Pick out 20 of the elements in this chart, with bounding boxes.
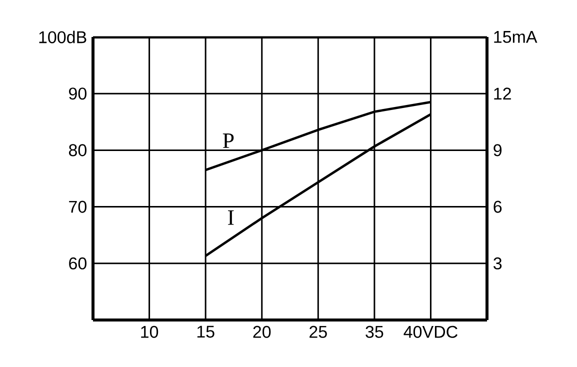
y2-tick-label: 3 (494, 257, 502, 270)
y2-tick-label: 9 (494, 144, 502, 156)
x-tick-label: 15 (197, 326, 214, 338)
x-tick-label: 10 (141, 326, 158, 338)
x-tick-label: 20 (253, 326, 271, 338)
y-tick-label: 60 (69, 257, 86, 270)
line-series (204, 100, 432, 172)
y2-tick-label: 15mA (494, 31, 538, 43)
y-tick-label: 70 (69, 200, 86, 213)
y-tick-label: 100dB (39, 30, 86, 44)
x-tick-label: 35 (366, 326, 384, 338)
y-tick-label: 90 (69, 88, 86, 100)
y2-tick-label: 12 (494, 88, 511, 100)
line-series (204, 113, 432, 258)
series-label: I (228, 210, 234, 225)
x-tick-label: 40VDC (404, 326, 458, 338)
y-tick-label: 80 (68, 144, 86, 156)
series-label: P (222, 133, 234, 148)
y2-tick-label: 6 (494, 200, 502, 213)
x-tick-label: 25 (310, 326, 327, 338)
